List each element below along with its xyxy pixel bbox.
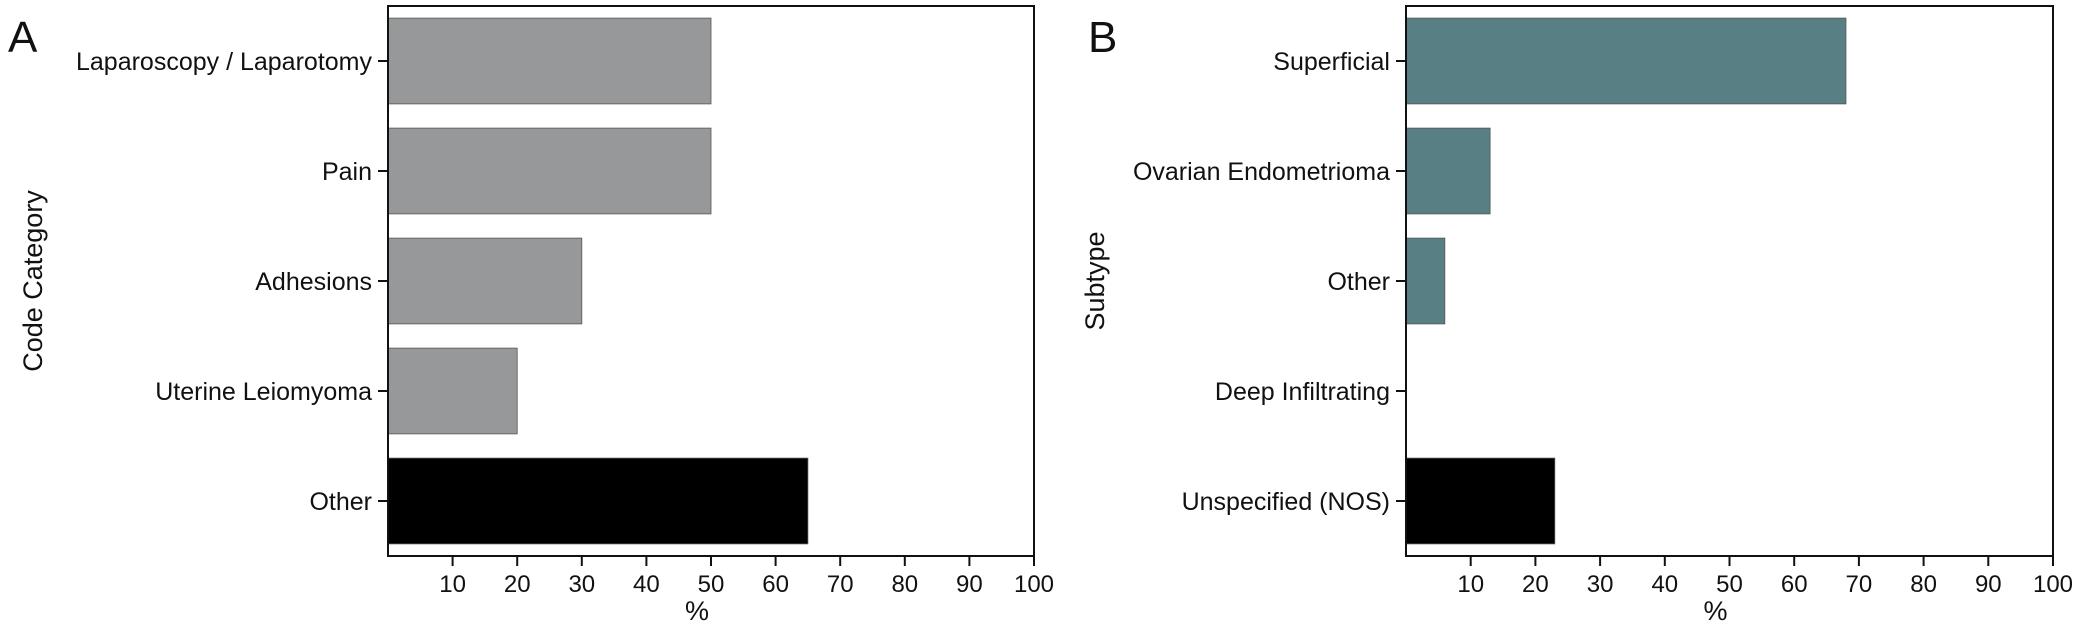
category-label: Unspecified (NOS) <box>1182 488 1390 516</box>
category-label: Superficial <box>1273 48 1390 76</box>
y-axis-title: Code Category <box>18 190 48 372</box>
chart-panel-a: A Laparoscopy / Laparotomy Pain Adhesions Ut… <box>8 5 1054 626</box>
x-tick-label: 90 <box>1975 571 2002 598</box>
category-label: Deep Infiltrating <box>1215 378 1390 406</box>
category-label: Ovarian Endometrioma <box>1133 158 1390 186</box>
category-label: Laparoscopy / Laparotomy <box>76 48 373 76</box>
category-label: Adhesions <box>255 268 372 296</box>
x-tick-label: 60 <box>1781 571 1808 598</box>
x-tick-label: 60 <box>762 571 789 598</box>
bar-adhesions <box>387 237 583 325</box>
category-label: Pain <box>322 158 372 186</box>
x-tick-label: 70 <box>1846 571 1873 598</box>
x-tick-label: 40 <box>1651 571 1678 598</box>
x-tick-label: 50 <box>698 571 725 598</box>
x-tick-label: 30 <box>568 571 595 598</box>
x-tick-label: 30 <box>1587 571 1614 598</box>
category-label: Uterine Leiomyoma <box>155 378 372 406</box>
x-axis-title: % <box>685 596 709 626</box>
x-axis-title: % <box>1703 596 1727 626</box>
x-tick-label: 20 <box>504 571 531 598</box>
x-tick-label: 70 <box>827 571 854 598</box>
x-tick-label: 10 <box>1457 571 1484 598</box>
bar-other <box>1405 237 1446 325</box>
x-tick-label: 20 <box>1522 571 1549 598</box>
panel-letter: A <box>8 13 38 62</box>
bar-superficial <box>1405 17 1847 105</box>
x-tick-label: 80 <box>891 571 918 598</box>
bar-unspecified-nos <box>1405 457 1556 545</box>
bar-other <box>387 457 809 545</box>
x-tick-label: 40 <box>633 571 660 598</box>
bar-ovarian-endometrioma <box>1405 127 1491 215</box>
panel-letter: B <box>1088 13 1117 62</box>
chart-panel-b: B Superficial Ovarian Endometrioma Other Dee… <box>1080 5 2073 626</box>
x-tick-label: 10 <box>439 571 466 598</box>
x-tick-label: 100 <box>1014 571 1054 598</box>
category-label: Other <box>309 488 372 516</box>
x-tick-label: 100 <box>2033 571 2073 598</box>
category-label: Other <box>1327 268 1390 296</box>
bar-laparoscopy-laparotomy <box>387 17 712 105</box>
x-tick-label: 90 <box>956 571 983 598</box>
x-tick-label: 80 <box>1910 571 1937 598</box>
y-axis-title: Subtype <box>1080 231 1110 330</box>
x-tick-label: 50 <box>1716 571 1743 598</box>
bar-pain <box>387 127 712 215</box>
bar-uterine-leiomyoma <box>387 347 518 435</box>
